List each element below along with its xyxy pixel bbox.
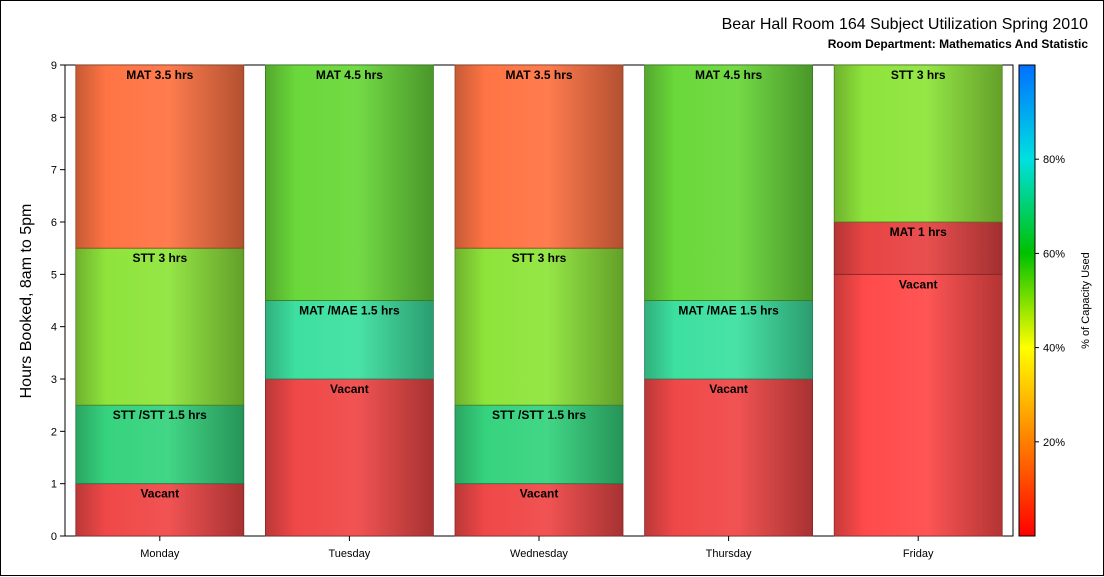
y-tick-label: 3 [51, 374, 57, 386]
y-tick-label: 4 [51, 322, 57, 334]
bar-segment [264, 300, 434, 380]
colorbar: 20% 40% 60% 80% % of Capacity Used [1018, 64, 1092, 537]
colorbar-tick-label: 40% [1043, 343, 1065, 355]
bar-segment [75, 404, 245, 485]
colorbar-scale [1018, 64, 1036, 537]
bar-segment [833, 221, 1003, 275]
colorbar-tick-label: 80% [1043, 154, 1065, 166]
x-tick-label: Monday [140, 548, 180, 560]
segment-label: MAT 3.5 hrs [505, 68, 572, 82]
bar-segment [644, 64, 813, 301]
y-tick-label: 1 [51, 479, 57, 491]
y-axis-label: Hours Booked, 8am to 5pm [18, 204, 35, 399]
chart-title: Bear Hall Room 164 Subject Utilization S… [722, 16, 1089, 33]
segment-label: STT 3 hrs [512, 251, 567, 265]
segment-label: MAT /MAE 1.5 hrs [299, 304, 400, 318]
bar-segment [75, 64, 245, 249]
y-tick-label: 8 [51, 112, 57, 124]
segment-label: MAT 3.5 hrs [126, 68, 193, 82]
bar-segment [454, 404, 624, 485]
segment-label: Vacant [520, 487, 559, 501]
bar-segment [833, 273, 1003, 537]
segment-label: MAT /MAE 1.5 hrs [678, 304, 779, 318]
y-tick-label: 7 [51, 165, 57, 177]
bar-segment [833, 64, 1003, 223]
chart-subtitle: Room Department: Mathematics And Statist… [828, 37, 1089, 51]
segment-label: STT 3 hrs [132, 251, 187, 265]
colorbar-tick-label: 20% [1043, 437, 1065, 449]
bar-segment [644, 378, 813, 537]
colorbar-label: % of Capacity Used [1080, 252, 1092, 349]
colorbar-tick-label: 60% [1043, 248, 1065, 260]
plot-area: 0 1 2 3 4 5 6 7 8 9 Vacant STT /STT 1.5 hrs STT 3 hr… [51, 60, 1014, 560]
y-tick-label: 0 [51, 531, 57, 543]
segment-label: MAT 4.5 hrs [695, 68, 762, 82]
x-tick-label: Wednesday [510, 548, 568, 560]
x-tick-label: Tuesday [329, 548, 371, 560]
segment-label: MAT 1 hrs [890, 225, 947, 239]
segment-label: STT /STT 1.5 hrs [113, 408, 207, 422]
y-tick-label: 9 [51, 60, 57, 72]
bar-segment [454, 64, 624, 249]
y-tick-label: 5 [51, 269, 57, 281]
segment-label: Vacant [709, 382, 748, 396]
segment-label: Vacant [140, 487, 179, 501]
segment-label: MAT 4.5 hrs [316, 68, 383, 82]
segment-label: STT 3 hrs [891, 68, 946, 82]
bar-segment [75, 247, 245, 406]
segment-label: Vacant [330, 382, 369, 396]
segment-label: Vacant [899, 277, 938, 291]
y-tick-label: 6 [51, 217, 57, 229]
bar-segment [454, 247, 624, 406]
bar-segment [264, 378, 434, 537]
x-tick-label: Friday [903, 548, 934, 560]
segment-label: STT /STT 1.5 hrs [492, 408, 586, 422]
y-tick-label: 2 [51, 426, 57, 438]
bar-segment [75, 483, 245, 537]
x-tick-label: Thursday [706, 548, 752, 560]
bar-segment [644, 300, 813, 380]
bar-segment [264, 64, 434, 301]
